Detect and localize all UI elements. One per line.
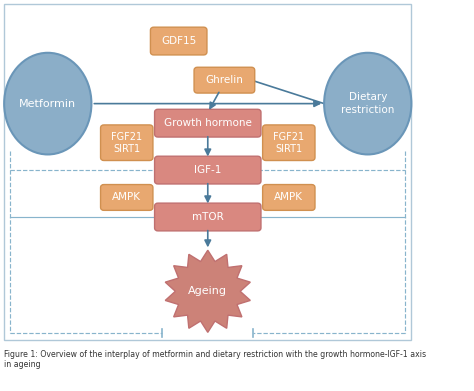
FancyBboxPatch shape: [155, 203, 261, 231]
Text: mTOR: mTOR: [192, 212, 224, 222]
Text: FGF21
SIRT1: FGF21 SIRT1: [273, 131, 304, 154]
Text: IGF-1: IGF-1: [194, 165, 221, 175]
FancyBboxPatch shape: [155, 109, 261, 137]
Text: Ghrelin: Ghrelin: [205, 75, 243, 85]
Text: Dietary
restriction: Dietary restriction: [341, 92, 394, 115]
Polygon shape: [165, 250, 250, 332]
FancyBboxPatch shape: [150, 27, 207, 55]
Text: FGF21
SIRT1: FGF21 SIRT1: [111, 131, 142, 154]
Text: GDF15: GDF15: [161, 36, 196, 46]
FancyBboxPatch shape: [263, 185, 315, 210]
FancyBboxPatch shape: [194, 67, 255, 93]
Text: Figure 1: Overview of the interplay of metformin and dietary restriction with th: Figure 1: Overview of the interplay of m…: [4, 350, 426, 369]
FancyBboxPatch shape: [4, 4, 411, 340]
Ellipse shape: [324, 53, 411, 154]
FancyBboxPatch shape: [155, 156, 261, 184]
FancyBboxPatch shape: [100, 185, 153, 210]
FancyBboxPatch shape: [100, 125, 153, 160]
Text: AMPK: AMPK: [112, 192, 141, 203]
Text: Metformin: Metformin: [19, 99, 76, 109]
Text: Ageing: Ageing: [188, 286, 227, 296]
FancyBboxPatch shape: [263, 125, 315, 160]
Text: Growth hormone: Growth hormone: [164, 118, 252, 128]
Ellipse shape: [4, 53, 91, 154]
Text: AMPK: AMPK: [274, 192, 303, 203]
